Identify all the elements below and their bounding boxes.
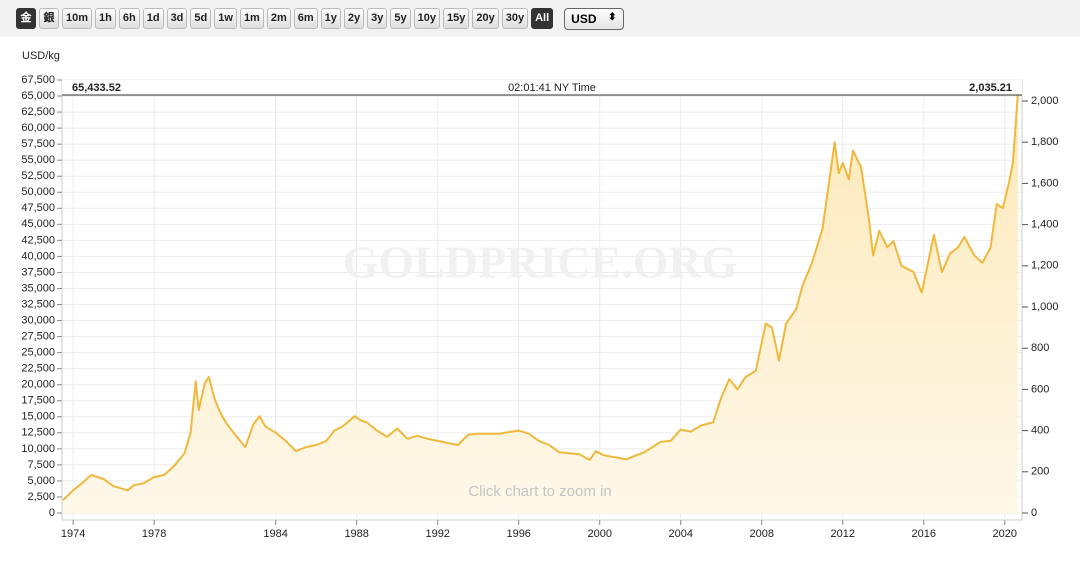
y-tick-label: 37,500 — [21, 266, 55, 278]
range-button[interactable]: 1m — [239, 8, 264, 29]
y-tick-label: 45,000 — [21, 218, 55, 230]
y2-tick-label: 1,600 — [1031, 177, 1059, 189]
y-tick-label: 32,500 — [21, 298, 55, 310]
y-tick-label: 50,000 — [21, 186, 55, 198]
y2-tick-label: 800 — [1031, 342, 1049, 354]
y2-tick-label: 1,000 — [1031, 301, 1059, 313]
range-button[interactable]: 3d — [166, 8, 188, 29]
range-button[interactable]: 1y — [320, 8, 341, 29]
y-tick-label: 22,500 — [21, 363, 55, 375]
y-tick-label: 17,500 — [21, 395, 55, 407]
annotation: Click chart to zoom in — [468, 483, 611, 500]
range-button[interactable]: 2y — [343, 8, 365, 29]
x-tick-label: 1984 — [263, 528, 287, 540]
range-button[interactable]: 1w — [214, 8, 237, 29]
x-tick-label: 1974 — [61, 528, 85, 540]
y-tick-label: 15,000 — [21, 411, 55, 423]
watermark: GOLDPRICE.ORG — [343, 237, 738, 288]
header-left: 65,433.52 — [72, 82, 121, 94]
currency-select[interactable]: USD — [564, 7, 624, 30]
x-tick-label: 1978 — [142, 528, 166, 540]
range-button[interactable]: 銀 — [39, 8, 59, 29]
range-button[interactable]: 5d — [190, 8, 212, 29]
range-button[interactable]: 10y — [413, 8, 441, 29]
x-tick-label: 2004 — [668, 528, 692, 540]
x-tick-label: 1992 — [425, 528, 449, 540]
toolbar: 金銀 10m 1h 6h 1d 3d 5d 1w 1m 2m 6m 1y 2y 3y 5y 10y 15y 20y… — [0, 0, 1080, 37]
area — [63, 93, 1018, 514]
y-tick-label: 57,500 — [21, 138, 55, 150]
y2-tick-label: 400 — [1031, 425, 1049, 437]
y-tick-label: 65,000 — [21, 90, 55, 102]
y2-tick-label: 600 — [1031, 383, 1049, 395]
x-tick-label: 2016 — [912, 528, 936, 540]
y-tick-label: 67,500 — [21, 74, 55, 86]
range-button[interactable]: 20y — [472, 8, 499, 29]
y2-tick-label: 1,400 — [1031, 219, 1059, 231]
y-tick-label: 52,500 — [21, 170, 55, 182]
range-button[interactable]: 3y — [367, 8, 388, 29]
y-tick-label: 12,500 — [21, 427, 55, 439]
range-button[interactable]: All — [531, 8, 554, 29]
y-tick-label: 42,500 — [21, 234, 55, 246]
x-tick-label: 2020 — [993, 528, 1017, 540]
y-tick-label: 35,000 — [21, 282, 55, 294]
y-tick-label: 25,000 — [21, 347, 55, 359]
y-tick-label: 27,500 — [21, 330, 55, 342]
y2-tick-label: 0 — [1031, 507, 1037, 519]
range-button[interactable]: 6m — [293, 8, 318, 29]
range-button[interactable]: 5y — [390, 8, 411, 29]
x-tick-label: 1988 — [344, 528, 368, 540]
header-right: 2,035.21 — [969, 82, 1012, 94]
line — [62, 93, 1019, 501]
y2-tick-label: 1,200 — [1031, 260, 1059, 272]
y-tick-label: 2,500 — [27, 491, 55, 503]
range-button[interactable]: 1d — [142, 8, 164, 29]
y-tick-label: 7,500 — [27, 459, 55, 471]
y2-tick-label: 2,000 — [1031, 95, 1059, 107]
x-tick-label: 1996 — [506, 528, 530, 540]
range-button[interactable]: 30y — [501, 8, 529, 29]
range-button[interactable]: 1h — [95, 8, 116, 29]
y-tick-label: 62,500 — [21, 106, 55, 118]
range-button[interactable]: 15y — [443, 8, 470, 29]
y-tick-label: 40,000 — [21, 250, 55, 262]
header-band — [62, 80, 1022, 95]
y-tick-label: 47,500 — [21, 202, 55, 214]
header-center: 02:01:41 NY Time — [508, 82, 596, 94]
x-tick-label: 2000 — [587, 528, 611, 540]
y-tick-label: 5,000 — [27, 475, 55, 487]
y-tick-label: 10,000 — [21, 443, 55, 455]
y-tick-label: 55,000 — [21, 154, 55, 166]
y-axis-label: USD/kg — [22, 50, 60, 62]
y-tick-label: 20,000 — [21, 379, 55, 391]
y2-tick-label: 200 — [1031, 466, 1049, 478]
range-button[interactable]: 2m — [266, 8, 291, 29]
y-tick-label: 30,000 — [21, 314, 55, 326]
y-tick-label: 0 — [49, 507, 55, 519]
y-tick-label: 60,000 — [21, 122, 55, 134]
x-tick-label: 2008 — [750, 528, 774, 540]
range-button[interactable]: 10m — [62, 8, 93, 29]
range-button[interactable]: 6h — [118, 8, 140, 29]
y2-tick-label: 1,800 — [1031, 136, 1059, 148]
range-button[interactable]: 金 — [16, 8, 36, 29]
x-tick-label: 2012 — [831, 528, 855, 540]
